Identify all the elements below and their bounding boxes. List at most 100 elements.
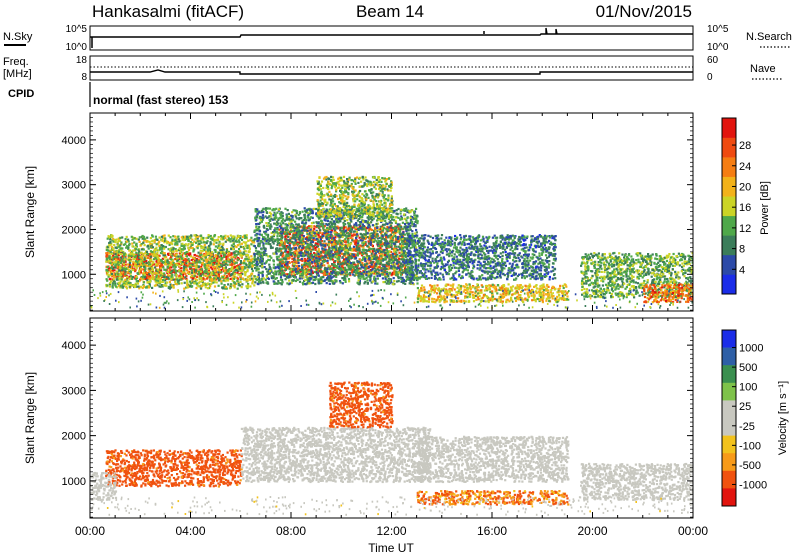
range-cell <box>109 260 112 263</box>
range-cell <box>137 252 140 255</box>
range-cell <box>188 260 191 263</box>
range-cell <box>409 219 412 222</box>
range-cell <box>118 237 121 240</box>
range-cell <box>110 280 113 283</box>
range-cell <box>174 272 177 275</box>
range-cell <box>292 275 296 278</box>
range-cell <box>159 274 162 277</box>
range-cell <box>284 226 287 229</box>
range-cell <box>174 278 177 281</box>
range-cell <box>379 262 383 265</box>
range-cell <box>291 260 294 264</box>
range-cell <box>362 270 366 274</box>
range-cell <box>152 263 155 266</box>
range-cell <box>183 238 186 241</box>
range-cell <box>244 271 247 274</box>
range-cell <box>364 259 367 262</box>
range-cell <box>194 270 197 273</box>
range-cell <box>251 279 255 282</box>
range-cell <box>208 276 212 279</box>
range-cell <box>291 270 294 273</box>
range-cell <box>119 244 122 247</box>
range-cell <box>334 259 337 263</box>
range-cell <box>351 217 354 220</box>
range-cell <box>348 234 351 237</box>
range-cell <box>354 227 357 230</box>
range-cell <box>170 275 173 278</box>
range-cell <box>376 277 379 280</box>
range-cell <box>236 271 239 274</box>
range-cell <box>149 280 152 283</box>
range-cell <box>244 274 247 277</box>
range-cell <box>234 250 237 253</box>
range-cell <box>390 247 393 250</box>
range-cell <box>325 282 328 285</box>
range-cell <box>389 240 392 243</box>
range-cell <box>286 224 289 227</box>
range-cell <box>327 256 330 260</box>
range-cell <box>190 234 193 237</box>
range-cell <box>227 279 230 282</box>
range-cell <box>149 257 152 260</box>
range-cell <box>193 234 196 237</box>
range-cell <box>193 275 196 278</box>
range-cell <box>210 256 214 259</box>
range-cell <box>162 284 165 287</box>
range-cell <box>350 216 353 220</box>
range-cell <box>397 267 401 270</box>
range-cell <box>188 265 191 268</box>
range-cell <box>191 256 195 259</box>
range-cell <box>232 245 235 248</box>
range-cell <box>248 261 251 264</box>
range-cell <box>220 237 223 241</box>
range-cell <box>179 266 182 270</box>
range-cell <box>326 259 329 262</box>
range-cell <box>112 238 115 241</box>
range-cell <box>239 278 242 281</box>
range-cell <box>286 273 289 276</box>
range-cell <box>347 227 350 230</box>
range-cell <box>323 264 326 267</box>
range-cell <box>203 264 206 267</box>
range-cell <box>235 265 238 268</box>
range-cell <box>369 278 372 281</box>
range-cell <box>237 282 240 285</box>
range-cell <box>246 244 249 247</box>
range-cell <box>201 250 204 253</box>
range-cell <box>126 267 129 270</box>
range-cell <box>362 225 366 228</box>
range-cell <box>165 275 168 278</box>
range-cell <box>151 251 154 254</box>
range-cell <box>153 284 156 287</box>
range-cell <box>298 211 301 214</box>
range-cell <box>343 230 346 233</box>
range-cell <box>399 276 402 279</box>
range-cell <box>142 241 145 244</box>
range-cell <box>176 281 179 284</box>
range-cell <box>121 236 124 239</box>
range-cell <box>272 263 275 266</box>
range-cell <box>333 240 336 243</box>
range-cell <box>334 247 337 250</box>
range-cell <box>171 274 174 277</box>
range-cell <box>317 255 320 258</box>
range-cell <box>355 247 358 250</box>
range-cell <box>397 263 400 266</box>
range-cell <box>195 282 198 285</box>
range-cell <box>200 245 203 248</box>
range-cell <box>243 247 246 250</box>
range-cell <box>261 262 264 265</box>
range-cell <box>190 269 194 272</box>
range-cell <box>163 256 166 259</box>
range-cell <box>174 235 177 238</box>
range-cell <box>246 275 249 278</box>
range-cell <box>124 270 127 273</box>
range-cell <box>214 276 217 279</box>
range-cell <box>326 230 329 233</box>
range-cell <box>381 271 384 274</box>
range-cell <box>310 225 313 228</box>
range-cell <box>307 234 310 237</box>
range-cell <box>122 280 125 283</box>
range-cell <box>226 235 230 238</box>
range-cell <box>176 283 179 286</box>
